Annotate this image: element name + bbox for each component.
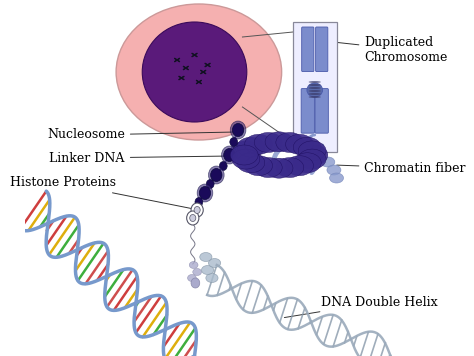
- Ellipse shape: [189, 262, 198, 268]
- Text: DNA Double Helix: DNA Double Helix: [284, 295, 438, 318]
- Ellipse shape: [255, 132, 282, 152]
- Ellipse shape: [206, 273, 218, 283]
- Ellipse shape: [309, 87, 321, 89]
- Ellipse shape: [200, 252, 212, 262]
- Text: Duplicated
Chromosome: Duplicated Chromosome: [318, 36, 448, 64]
- Bar: [293, 22, 337, 152]
- Ellipse shape: [245, 134, 273, 154]
- Ellipse shape: [237, 137, 265, 157]
- Ellipse shape: [276, 158, 304, 178]
- Circle shape: [206, 179, 214, 188]
- FancyBboxPatch shape: [301, 27, 314, 72]
- FancyBboxPatch shape: [316, 27, 328, 72]
- Circle shape: [210, 168, 222, 182]
- Ellipse shape: [298, 149, 326, 169]
- Ellipse shape: [255, 158, 282, 178]
- Ellipse shape: [265, 158, 293, 178]
- FancyBboxPatch shape: [301, 89, 314, 133]
- Ellipse shape: [293, 153, 321, 173]
- Ellipse shape: [285, 134, 313, 154]
- Ellipse shape: [285, 156, 313, 176]
- Ellipse shape: [232, 149, 260, 169]
- Circle shape: [219, 162, 227, 171]
- Circle shape: [187, 211, 199, 225]
- Text: Histone Proteins: Histone Proteins: [10, 177, 196, 209]
- Ellipse shape: [265, 132, 293, 152]
- Circle shape: [197, 184, 213, 202]
- Ellipse shape: [309, 84, 321, 86]
- Circle shape: [199, 187, 210, 199]
- FancyBboxPatch shape: [315, 89, 328, 133]
- Ellipse shape: [209, 258, 221, 267]
- Ellipse shape: [142, 22, 247, 122]
- Ellipse shape: [245, 156, 273, 176]
- Text: Linker DNA: Linker DNA: [49, 152, 228, 164]
- Circle shape: [191, 203, 203, 217]
- Circle shape: [190, 215, 196, 221]
- Ellipse shape: [193, 268, 201, 276]
- Ellipse shape: [300, 145, 328, 165]
- Ellipse shape: [232, 141, 260, 161]
- Circle shape: [221, 146, 237, 164]
- Ellipse shape: [307, 83, 323, 97]
- Text: Nucleosome: Nucleosome: [47, 129, 234, 141]
- Ellipse shape: [276, 132, 304, 152]
- Ellipse shape: [188, 274, 196, 282]
- Ellipse shape: [309, 81, 321, 83]
- Ellipse shape: [309, 96, 321, 98]
- Ellipse shape: [201, 266, 214, 274]
- Ellipse shape: [309, 90, 321, 92]
- Ellipse shape: [321, 157, 335, 167]
- Ellipse shape: [237, 153, 265, 173]
- Ellipse shape: [329, 173, 344, 183]
- Circle shape: [230, 121, 246, 139]
- Ellipse shape: [327, 165, 341, 175]
- Circle shape: [232, 124, 244, 136]
- Circle shape: [209, 166, 224, 184]
- Ellipse shape: [298, 141, 326, 161]
- Circle shape: [191, 278, 200, 288]
- Circle shape: [224, 148, 235, 162]
- Ellipse shape: [230, 145, 258, 165]
- Ellipse shape: [309, 93, 321, 95]
- Circle shape: [195, 198, 203, 206]
- Ellipse shape: [293, 137, 321, 157]
- Circle shape: [230, 137, 237, 147]
- Circle shape: [194, 206, 200, 214]
- Ellipse shape: [116, 4, 282, 140]
- Text: Chromatin fiber: Chromatin fiber: [337, 162, 466, 174]
